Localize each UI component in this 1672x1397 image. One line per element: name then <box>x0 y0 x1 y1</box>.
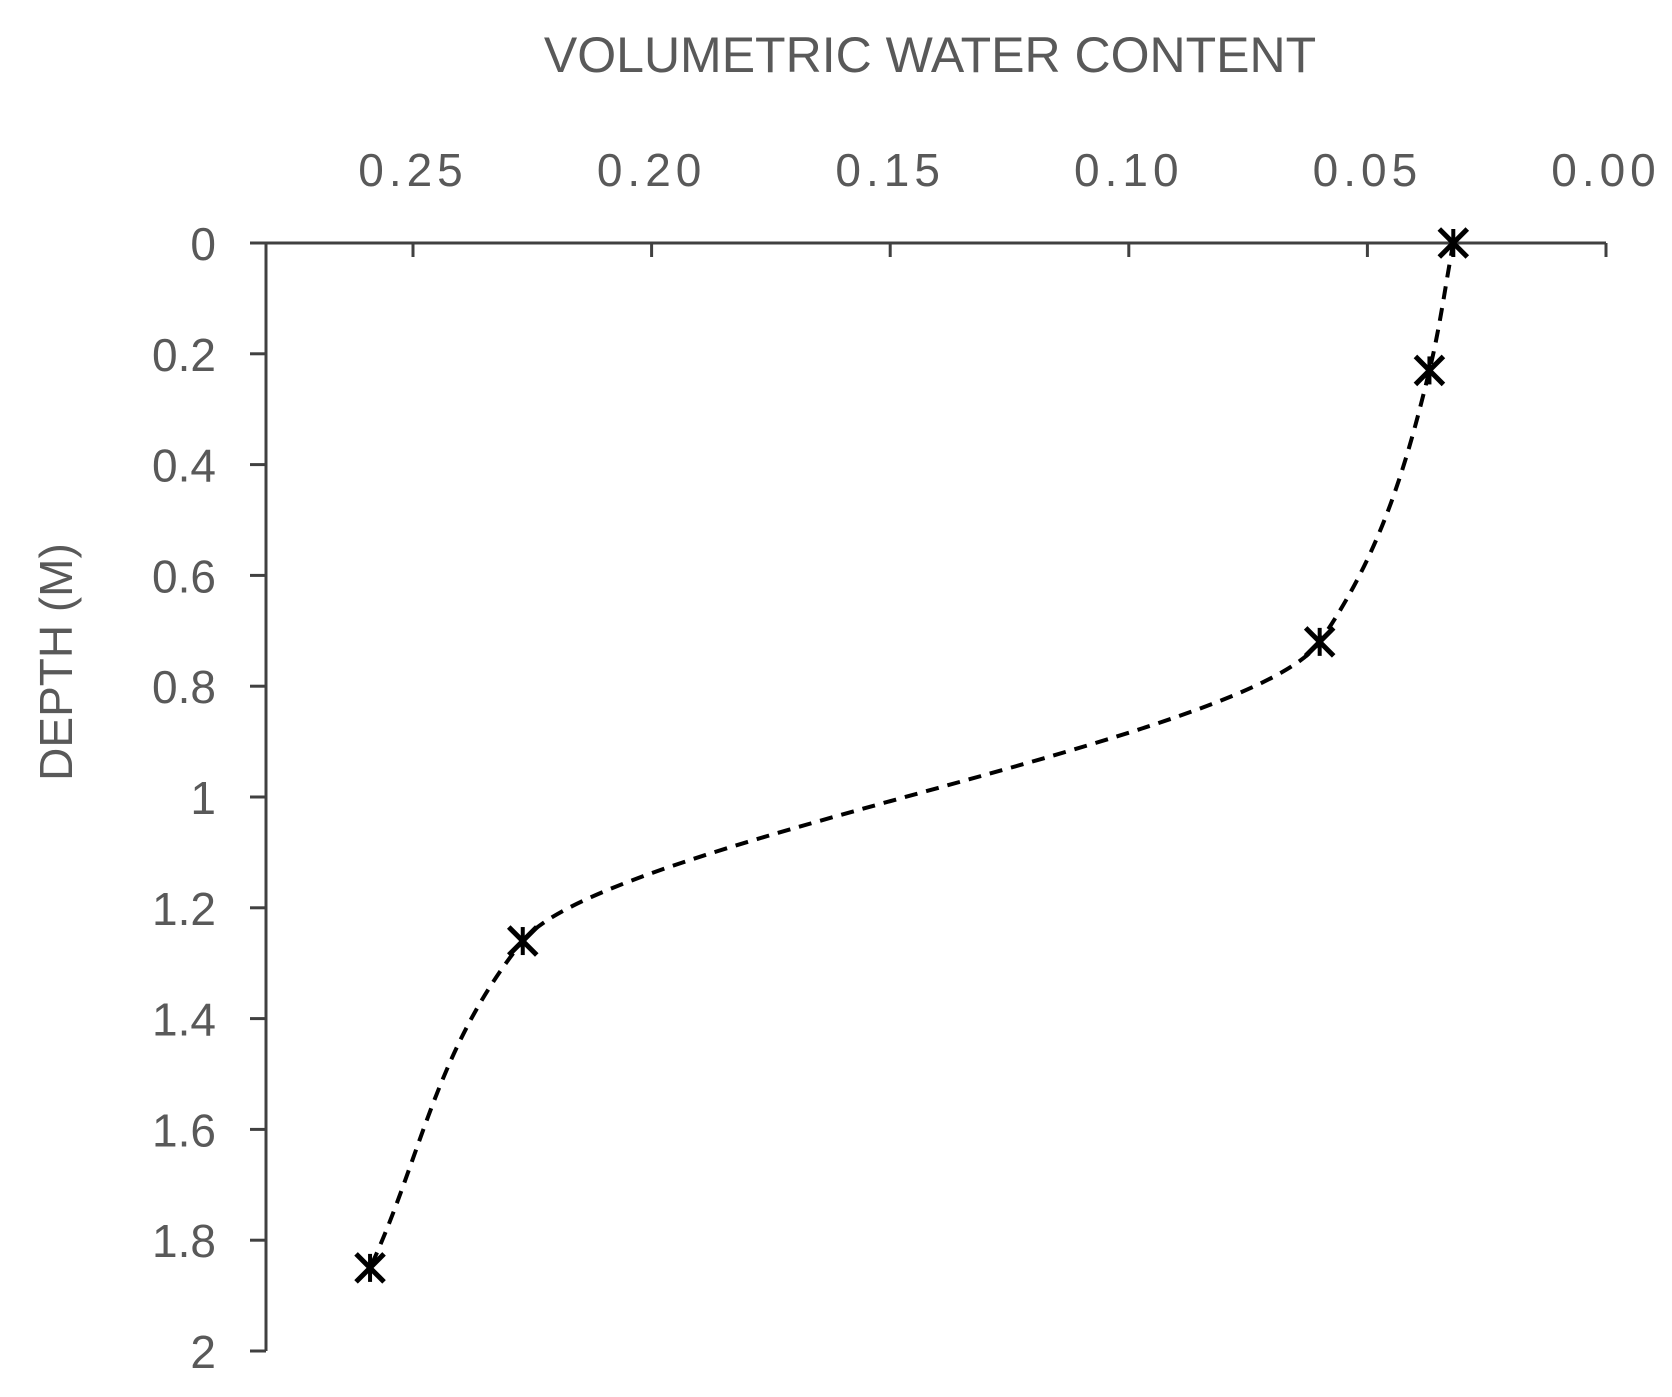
data-point <box>1303 626 1336 658</box>
data-point <box>506 925 539 957</box>
y-tick-label: 0.6 <box>152 550 216 602</box>
x-tick-label: 0.00 <box>1551 144 1661 196</box>
y-tick-label: 0.2 <box>152 329 216 381</box>
y-tick-label: 0 <box>190 218 216 270</box>
y-tick-label: 1.2 <box>152 883 216 935</box>
y-tick-label: 0.4 <box>152 440 216 492</box>
y-tick-label: 2 <box>190 1326 216 1378</box>
x-tick-label: 0.05 <box>1313 144 1423 196</box>
y-tick-label: 1 <box>190 772 216 824</box>
x-tick-label: 0.25 <box>358 144 468 196</box>
series-layer <box>354 227 1470 1284</box>
axes-layer: 0.25 0.20 0.15 0.10 0.05 0.00 0 0.2 0.4 0.6 0.8 1 1.… <box>152 144 1661 1378</box>
data-point <box>354 1252 386 1284</box>
data-point <box>1437 227 1470 259</box>
y-tick-label: 1.4 <box>152 994 216 1046</box>
x-tick-label: 0.15 <box>835 144 945 196</box>
y-axis-title: DEPTH (M) <box>30 543 82 781</box>
y-tick-label: 0.8 <box>152 661 216 713</box>
x-tick-label: 0.20 <box>597 144 707 196</box>
series-line <box>368 242 1456 1269</box>
data-point <box>1413 354 1446 387</box>
x-tick-label: 0.10 <box>1074 144 1184 196</box>
y-tick-label: 1.8 <box>152 1215 216 1267</box>
y-tick-label: 1.6 <box>152 1104 216 1156</box>
x-axis-title: VOLUMETRIC WATER CONTENT <box>544 27 1316 83</box>
